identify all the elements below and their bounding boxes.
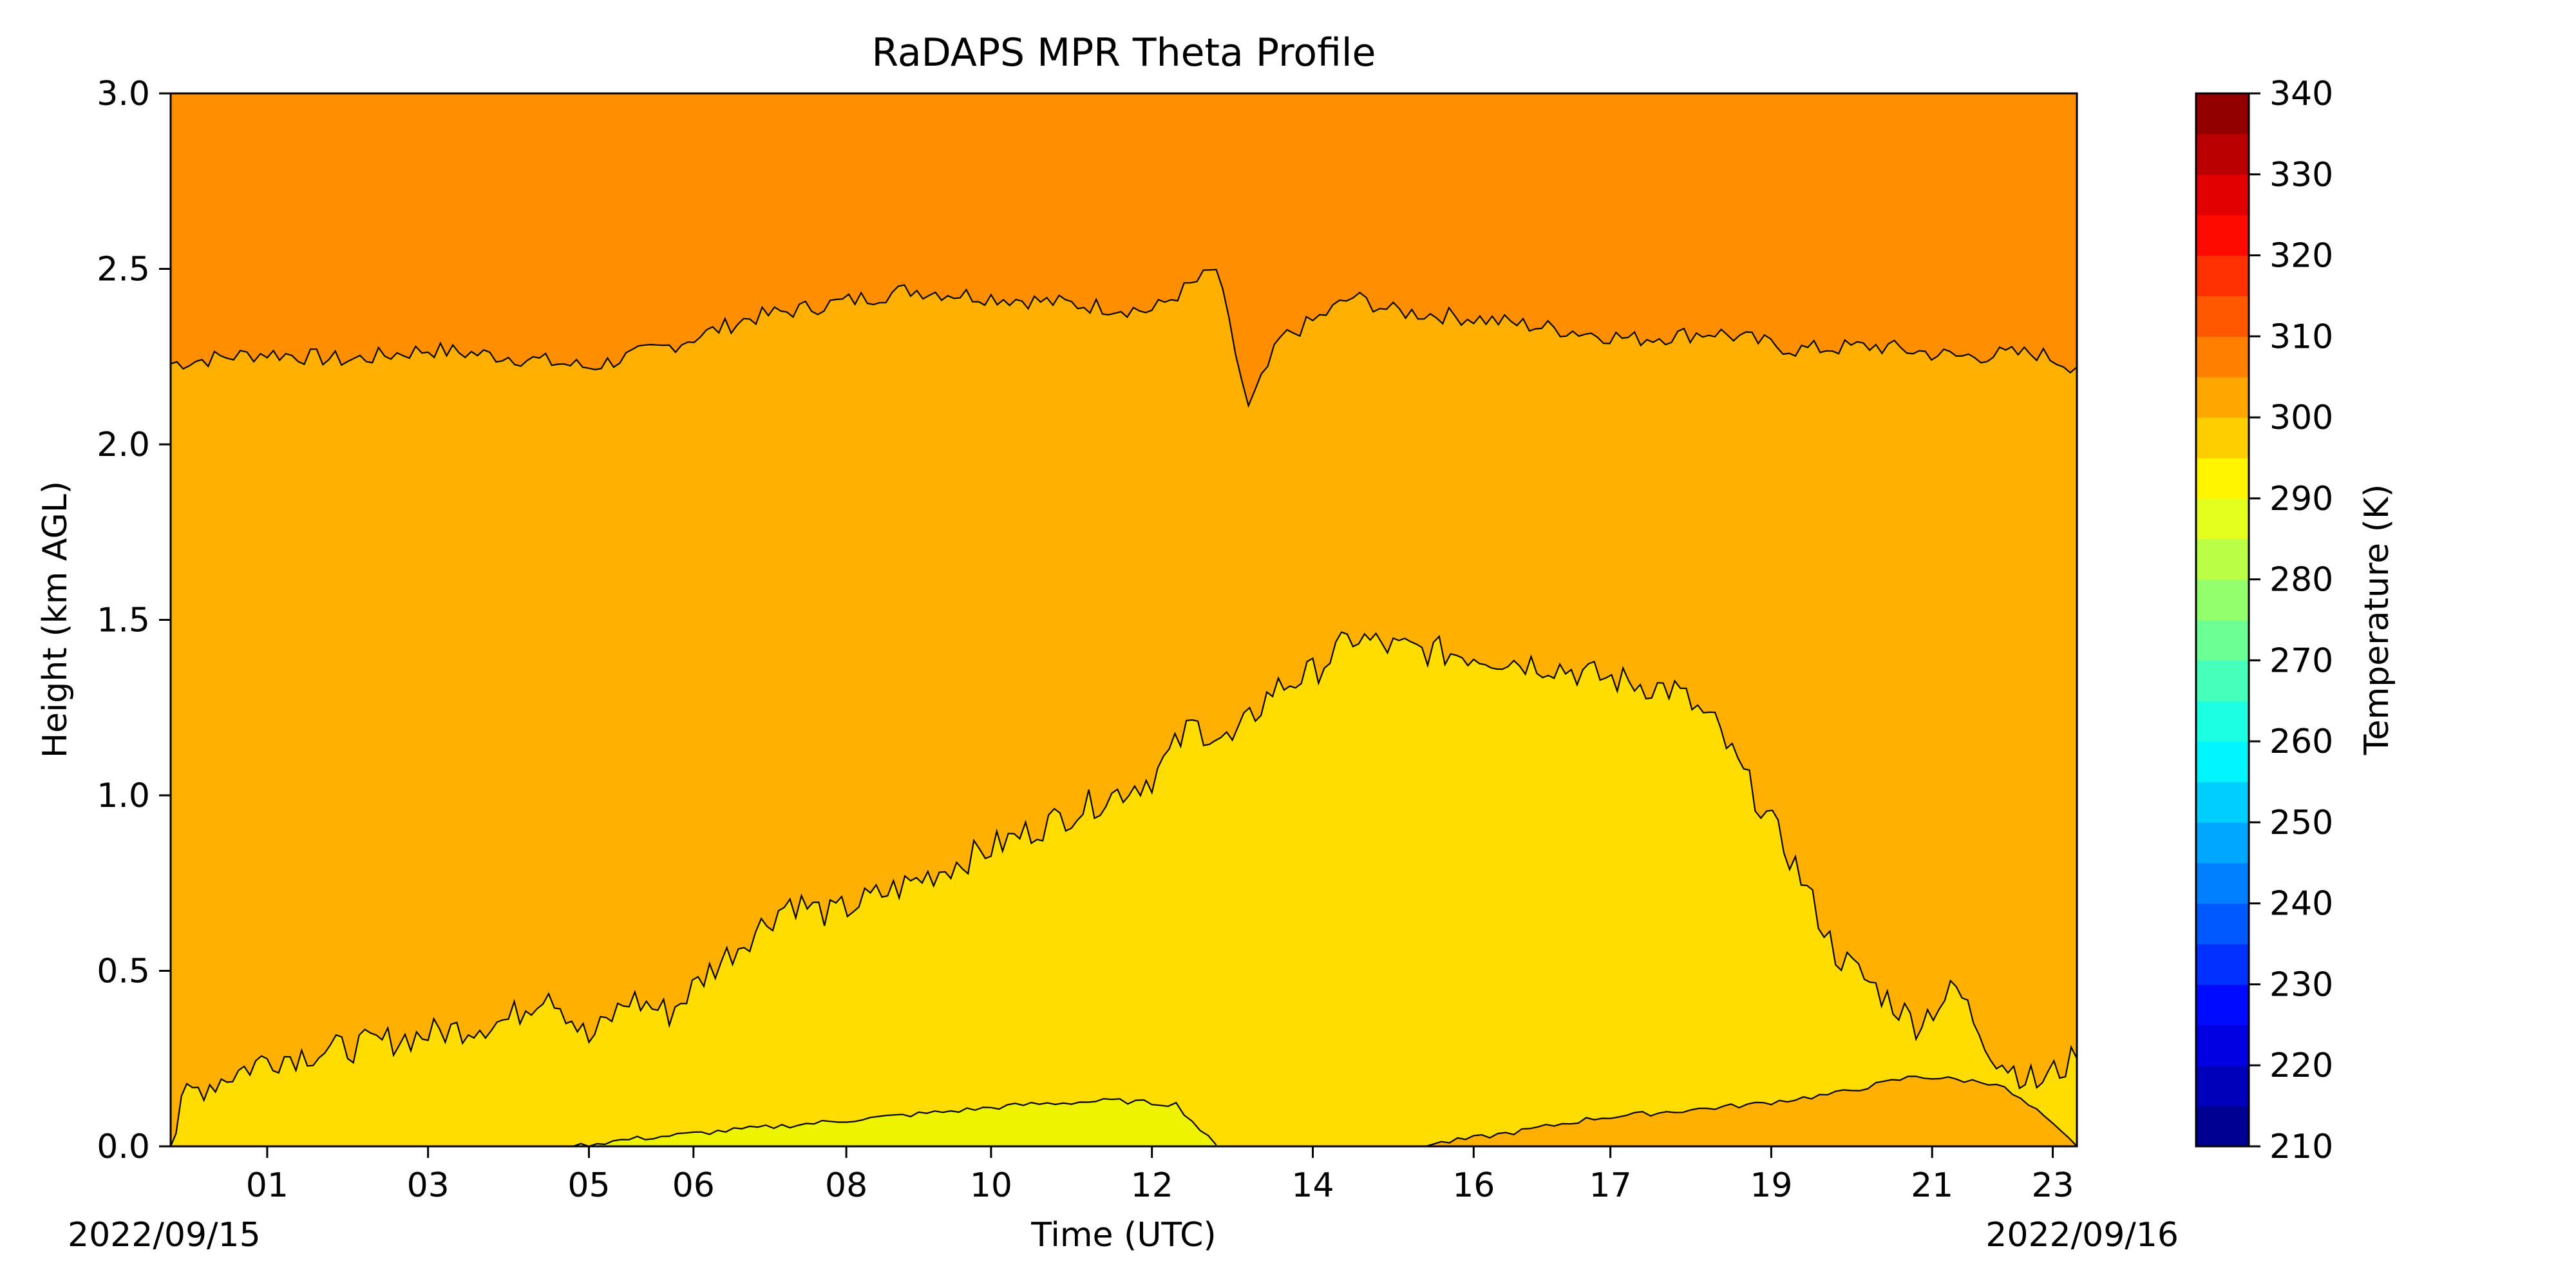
x-tick-label: 03 (407, 1166, 450, 1205)
y-tick-label: 2.0 (97, 426, 150, 464)
colorbar-tick-label: 340 (2269, 75, 2333, 113)
colorbar-band (2196, 296, 2249, 337)
colorbar-band (2196, 1106, 2249, 1147)
colorbar-tick-label: 260 (2269, 723, 2333, 761)
colorbar-band (2196, 741, 2249, 782)
colorbar-band (2196, 943, 2249, 985)
colorbar-band (2196, 255, 2249, 297)
colorbar-band (2196, 822, 2249, 864)
y-tick-label: 0.5 (97, 952, 150, 991)
x-tick-label: 14 (1291, 1166, 1334, 1205)
y-tick-label: 1.0 (97, 777, 150, 815)
contour-line-295-morning (573, 1097, 1217, 1146)
colorbar-tick-label: 230 (2269, 965, 2333, 1004)
y-tick-label: 2.5 (97, 251, 150, 289)
y-tick-label: 3.0 (97, 75, 150, 113)
region-theta-300-305-surface (1417, 1076, 2077, 1146)
x-axis-label: Time (UTC) (1030, 1216, 1216, 1255)
colorbar-tick-label: 280 (2269, 561, 2333, 600)
colorbar-tick-label: 290 (2269, 480, 2333, 518)
colorbar-band (2196, 984, 2249, 1025)
plot-area (169, 92, 2078, 1148)
colorbar-band (2196, 579, 2249, 621)
colorbar-band (2196, 214, 2249, 256)
x-tick-label: 10 (970, 1166, 1012, 1205)
x-tick-label: 08 (825, 1166, 867, 1205)
colorbar-tick-label: 270 (2269, 641, 2333, 680)
x-tick-label: 16 (1452, 1166, 1495, 1205)
colorbar-band (2196, 417, 2249, 459)
x-tick-label: 23 (2031, 1166, 2074, 1205)
colorbar-tick-label: 330 (2269, 156, 2333, 194)
colorbar-frame (2195, 92, 2250, 1148)
y-axis-label: Height (km AGL) (36, 481, 75, 758)
x-tick-label: 06 (672, 1166, 715, 1205)
x-tick-label: 19 (1750, 1166, 1792, 1205)
colorbar-band (2196, 133, 2249, 175)
date-end-label: 2022/09/16 (1985, 1216, 2179, 1255)
colorbar-tick-label: 320 (2269, 237, 2333, 276)
y-tick-label: 1.5 (97, 601, 150, 640)
chart-title: RaDAPS MPR Theta Profile (872, 30, 1376, 75)
colorbar: 210 220 230 240 250 260 270 280 290 300 310 320 330 3… (2195, 75, 2396, 1166)
colorbar-band (2196, 93, 2249, 135)
colorbar-band (2196, 660, 2249, 701)
y-axis: 0.0 0.5 1.0 1.5 2.0 2.5 3.0 (97, 75, 171, 1166)
colorbar-tick-label: 210 (2269, 1128, 2333, 1166)
colorbar-tick-label: 310 (2269, 317, 2333, 356)
contour-line-300 (171, 631, 2077, 1146)
colorbar-band (2196, 782, 2249, 823)
x-tick-label: 05 (567, 1166, 610, 1205)
x-tick-label: 21 (1911, 1166, 1953, 1205)
x-tick-label: 17 (1589, 1166, 1632, 1205)
colorbar-tick-label: 240 (2269, 885, 2333, 923)
colorbar-tick-label: 250 (2269, 804, 2333, 842)
colorbar-band (2196, 457, 2249, 499)
colorbar-band (2196, 174, 2249, 216)
x-tick-label: 01 (246, 1166, 289, 1205)
colorbar-band (2196, 1025, 2249, 1066)
colorbar-band (2196, 903, 2249, 945)
colorbar-band (2196, 862, 2249, 904)
x-axis: 01 03 05 06 08 10 12 14 16 17 19 21 23 (246, 1146, 2074, 1205)
colorbar-band (2196, 377, 2249, 418)
colorbar-band (2196, 620, 2249, 661)
colorbar-tick-label: 300 (2269, 399, 2333, 437)
colorbar-band (2196, 538, 2249, 580)
y-tick-label: 0.0 (97, 1128, 150, 1166)
colorbar-tick-label: 220 (2269, 1046, 2333, 1085)
contour-line-305 (171, 269, 2077, 408)
colorbar-band (2196, 336, 2249, 377)
colorbar-band (2196, 498, 2249, 540)
contour-line-300-surface (1417, 1075, 2077, 1146)
region-theta-295-300 (171, 632, 2077, 1146)
region-theta-290-295 (573, 1099, 1217, 1146)
colorbar-band (2196, 1065, 2249, 1106)
x-tick-label: 12 (1131, 1166, 1173, 1205)
colorbar-label: Temperature (K) (2358, 484, 2396, 756)
date-start-label: 2022/09/15 (68, 1216, 261, 1255)
colorbar-band (2196, 701, 2249, 742)
